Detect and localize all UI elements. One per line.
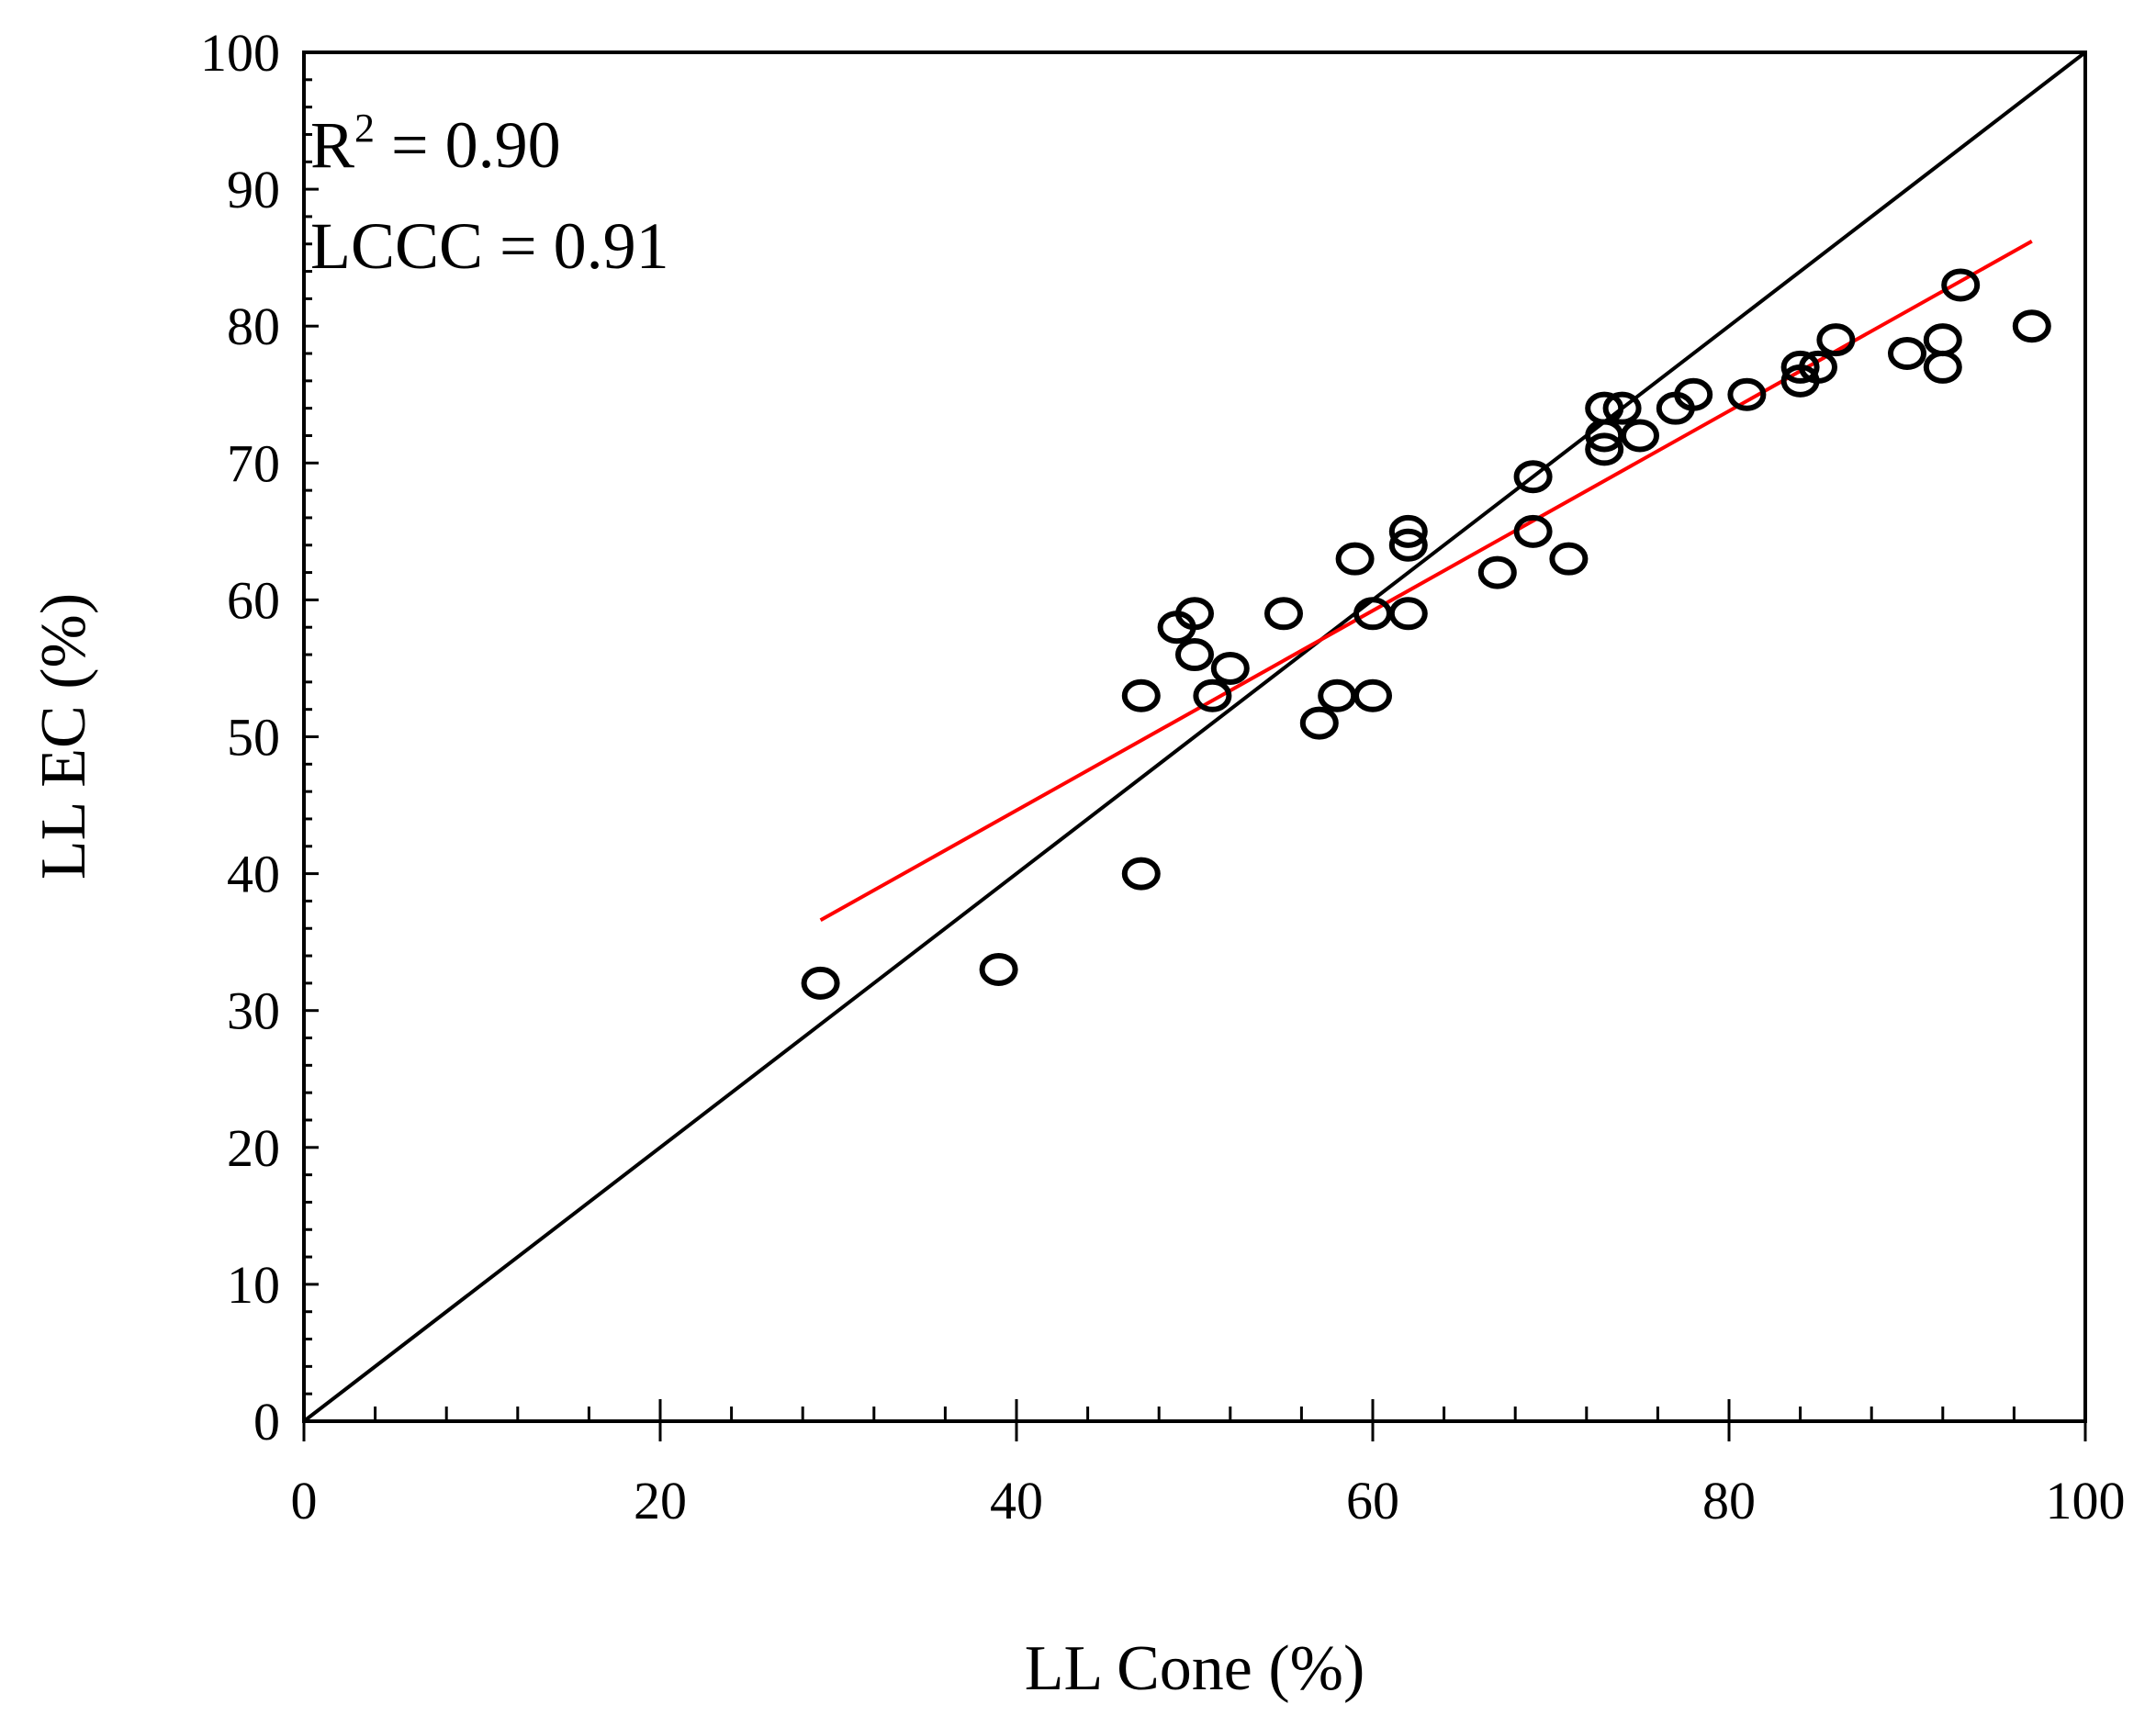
x-tick-label: 20 bbox=[634, 1471, 687, 1530]
y-tick-label: 10 bbox=[227, 1255, 280, 1315]
y-tick-label: 60 bbox=[227, 570, 280, 630]
y-tick-label: 20 bbox=[227, 1118, 280, 1178]
data-point bbox=[1780, 350, 1820, 384]
axis-ticks bbox=[302, 50, 2087, 1441]
data-point bbox=[801, 966, 840, 1000]
x-axis-title: LL Cone (%) bbox=[1025, 1633, 1365, 1704]
data-point bbox=[1621, 419, 1659, 453]
data-point bbox=[1727, 377, 1767, 411]
r-squared-annotation: R2 = 0.90 bbox=[310, 106, 561, 182]
y-tick-label: 100 bbox=[200, 23, 280, 83]
data-point bbox=[1674, 377, 1713, 411]
data-point bbox=[1388, 597, 1428, 631]
data-point bbox=[1121, 678, 1161, 712]
data-point bbox=[1941, 268, 1981, 302]
data-point bbox=[1888, 337, 1926, 371]
x-tick-label: 40 bbox=[990, 1471, 1043, 1530]
data-point bbox=[1549, 542, 1589, 576]
y-axis-title: LL EC (%) bbox=[28, 593, 99, 880]
x-tick-labels: 0 20 40 60 80 100 bbox=[291, 1471, 2126, 1530]
data-point bbox=[1513, 514, 1553, 548]
y-tick-label: 0 bbox=[253, 1392, 280, 1452]
data-point bbox=[1175, 638, 1214, 672]
data-point bbox=[1513, 460, 1553, 494]
y-tick-label: 80 bbox=[227, 297, 280, 356]
data-point bbox=[1388, 514, 1428, 548]
data-point bbox=[1299, 706, 1339, 740]
data-points bbox=[801, 268, 2051, 1000]
x-tick-label: 60 bbox=[1346, 1471, 1399, 1530]
data-point bbox=[1193, 678, 1232, 712]
data-point bbox=[1816, 323, 1856, 357]
data-point bbox=[1210, 651, 1250, 685]
data-point bbox=[1388, 528, 1428, 562]
data-point bbox=[1121, 857, 1161, 891]
y-tick-labels: 0 10 20 30 40 50 60 70 80 90 100 bbox=[200, 23, 280, 1452]
data-point bbox=[1602, 391, 1642, 425]
data-point bbox=[1264, 597, 1303, 631]
data-point bbox=[1477, 555, 1517, 589]
data-point bbox=[1175, 597, 1214, 631]
y-tick-label: 40 bbox=[227, 845, 280, 904]
data-point bbox=[979, 952, 1018, 986]
data-point bbox=[1799, 350, 1837, 384]
x-tick-label: 80 bbox=[1702, 1471, 1756, 1530]
one-to-one-line bbox=[302, 50, 2087, 1423]
data-point bbox=[1335, 542, 1375, 576]
y-tick-label: 70 bbox=[227, 433, 280, 493]
lccc-annotation: LCCC = 0.91 bbox=[310, 209, 669, 283]
x-tick-label: 0 bbox=[291, 1471, 318, 1530]
x-tick-label: 100 bbox=[2046, 1471, 2126, 1530]
data-point bbox=[1353, 678, 1392, 712]
data-point bbox=[2012, 309, 2051, 343]
data-point bbox=[1923, 350, 1962, 384]
y-tick-label: 30 bbox=[227, 981, 280, 1041]
data-point bbox=[1585, 432, 1624, 466]
y-tick-label: 50 bbox=[227, 708, 280, 768]
y-tick-label: 90 bbox=[227, 160, 280, 219]
